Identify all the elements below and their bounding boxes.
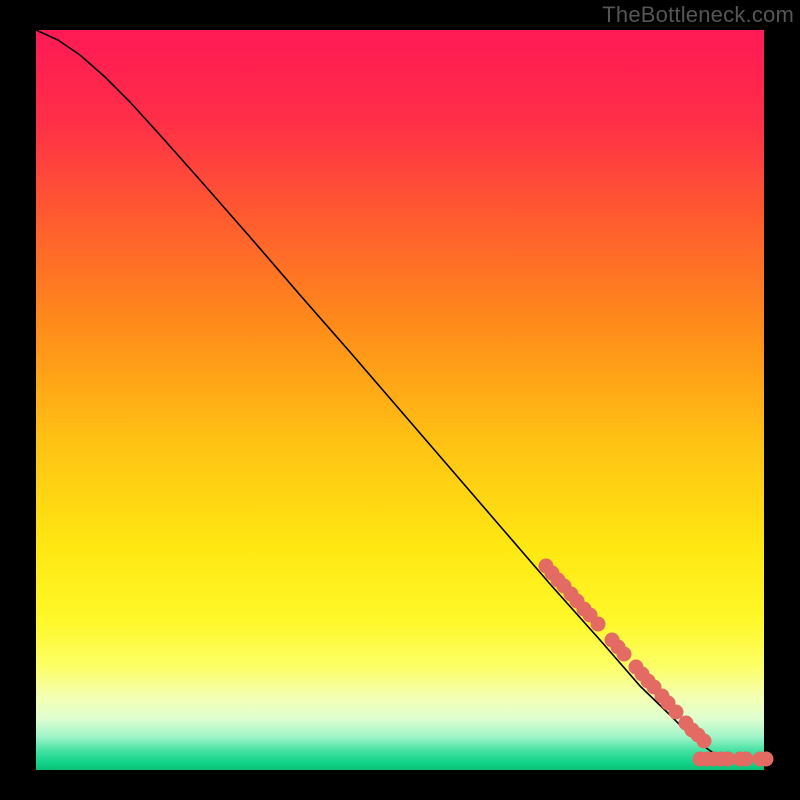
data-point xyxy=(759,752,774,767)
bottleneck-curve-chart xyxy=(0,0,800,800)
data-point xyxy=(617,647,632,662)
data-point xyxy=(697,734,712,749)
plot-background xyxy=(36,30,764,770)
watermark-text: TheBottleneck.com xyxy=(602,0,800,28)
data-point xyxy=(591,617,606,632)
data-point xyxy=(739,752,754,767)
